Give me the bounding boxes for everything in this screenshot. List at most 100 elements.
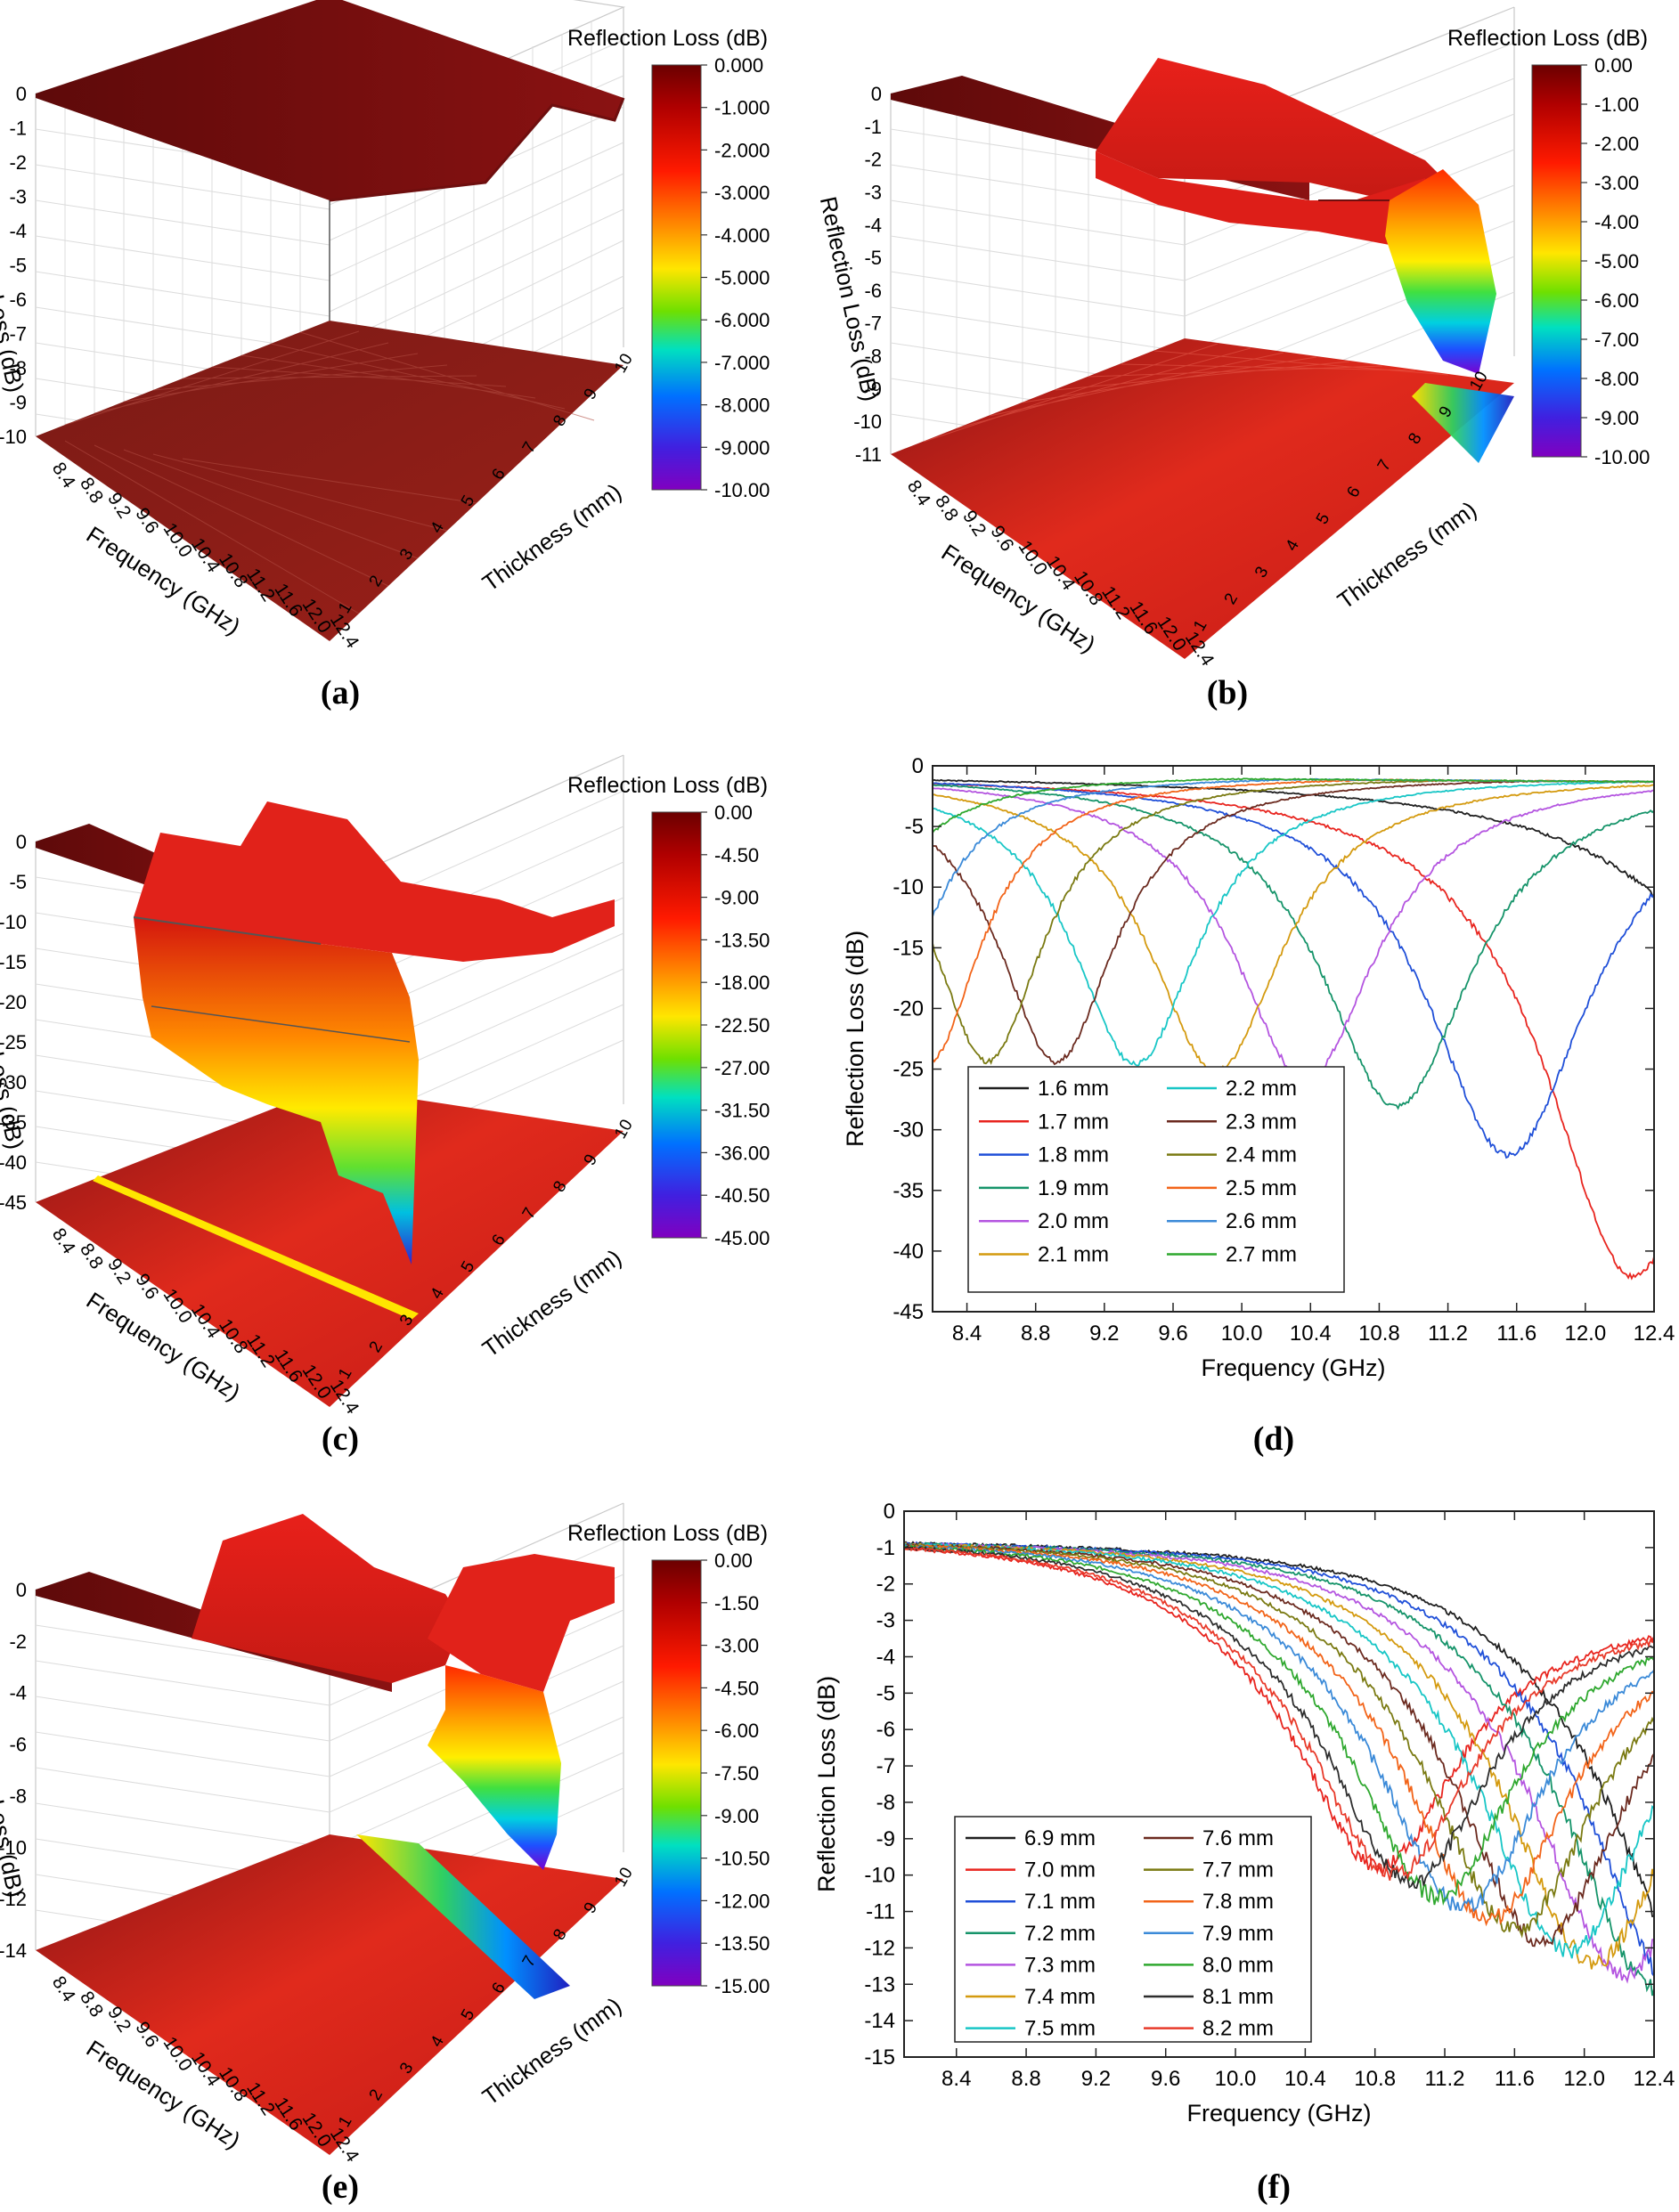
- legend-label: 7.3 mm: [1024, 1953, 1096, 1977]
- caption-b: (b): [1207, 674, 1248, 712]
- y-tick-label: 0: [884, 1500, 895, 1524]
- z-tick-label: -11: [855, 443, 882, 466]
- floor-dip-stripe: [1412, 383, 1514, 463]
- x-tick-label: 8.4: [952, 1322, 982, 1346]
- z-tick-label: -1: [9, 118, 27, 140]
- z-tick-label: -4: [9, 1682, 27, 1704]
- x-tick-label: 10.4: [1290, 1322, 1332, 1346]
- colorbar-title: Reflection Loss (dB): [1447, 26, 1648, 51]
- floor-projection: [891, 338, 1514, 659]
- y-tick-label: -10: [864, 1864, 895, 1888]
- panel-b-surface-plot: [890, 6, 1515, 659]
- colorbar-tick-label: -27.00: [714, 1057, 770, 1079]
- series-line-8.2mm: [903, 1545, 1655, 1881]
- x-tick-label: 10.8: [1358, 1322, 1400, 1346]
- legend-label: 8.0 mm: [1202, 1953, 1274, 1977]
- colorbar-tick-label: -7.000: [714, 352, 770, 374]
- colorbar-tick-label: -18.00: [714, 972, 770, 994]
- y-tick-label: -20: [892, 996, 924, 1021]
- legend-label: 2.2 mm: [1226, 1077, 1297, 1101]
- y-tick-label: -14: [864, 2009, 895, 2033]
- legend-label: 2.7 mm: [1226, 1243, 1297, 1267]
- z-tick-label: -8: [9, 1785, 27, 1807]
- legend-label: 7.4 mm: [1024, 1985, 1096, 2009]
- y-axis-label: Reflection Loss (dB): [842, 931, 868, 1147]
- y-tick-label: -10: [892, 875, 924, 899]
- surface-red-hump: [192, 1514, 463, 1683]
- series-line-2.7mm: [932, 777, 1655, 834]
- panel-c-colorbar: Reflection Loss (dB) 0.00 -4.50 -9.00 -13.50…: [567, 773, 770, 1249]
- colorbar-tick-label: -13.50: [714, 1932, 770, 1955]
- y-tick-label: -25: [892, 1058, 924, 1082]
- z-tick-label: -2: [9, 1631, 27, 1653]
- x-axis-label: Frequency (GHz): [1186, 2100, 1371, 2127]
- floor-grid: [923, 343, 1449, 443]
- colorbar-tick-label: -6.00: [1594, 289, 1639, 312]
- legend-label: 2.6 mm: [1226, 1209, 1297, 1233]
- y-tick-label: -15: [892, 936, 924, 960]
- frequency-tick-label: 8.4: [48, 1224, 79, 1257]
- x-tick-label: 12.0: [1563, 2067, 1605, 2091]
- z-tick-label: -8: [9, 357, 27, 379]
- panel-b-colorbar: Reflection Loss (dB) 0.00 -1.00 -2.00 -3.00 -…: [1447, 26, 1650, 468]
- caption-d: (d): [1253, 1420, 1294, 1458]
- floor-dip-stripe: [356, 1834, 570, 1999]
- z-tick-label: -6: [9, 1734, 27, 1756]
- colorbar-tick-label: -40.50: [714, 1184, 770, 1207]
- colorbar-tick-label: -10.50: [714, 1848, 770, 1870]
- legend-label: 7.5 mm: [1024, 2017, 1096, 2041]
- x-tick-label: 8.4: [941, 2067, 971, 2091]
- y-axis-label: Reflection Loss (dB): [813, 1676, 840, 1892]
- colorbar-title: Reflection Loss (dB): [567, 1521, 768, 1546]
- x-tick-label: 9.6: [1158, 1322, 1187, 1346]
- z-tick-label: -7: [9, 323, 27, 346]
- x-tick-label: 9.2: [1089, 1322, 1119, 1346]
- y-tick-label: -5: [905, 815, 924, 839]
- y-tick-label: -9: [876, 1827, 895, 1851]
- legend-label: 2.1 mm: [1038, 1243, 1109, 1267]
- z-tick-label: -3: [864, 181, 882, 203]
- colorbar-tick-label: -8.00: [1594, 368, 1639, 390]
- surface-red-hump: [1096, 58, 1443, 200]
- z-tick-label: -5: [864, 247, 882, 269]
- z-tick-label: -5: [9, 871, 27, 893]
- series-line-2.3mm: [933, 779, 1654, 1066]
- frequency-tick-label: 8.4: [48, 1972, 79, 2005]
- colorbar-tick-label: -9.00: [714, 887, 759, 909]
- z-tick-label: -10: [0, 426, 27, 448]
- z-tick-label: -35: [0, 1111, 27, 1134]
- colorbar-tick-label: -9.00: [714, 1805, 759, 1827]
- y-tick-label: -8: [876, 1791, 895, 1815]
- y-tick-label: -12: [864, 1936, 895, 1960]
- panel-c-surface-plot: [35, 754, 624, 1407]
- z-tick-label: 0: [16, 83, 27, 105]
- legend-label: 7.8 mm: [1202, 1890, 1274, 1914]
- colorbar-tick-label: -31.50: [714, 1100, 770, 1122]
- colorbar-tick-label: -6.000: [714, 309, 770, 331]
- legend-label: 1.8 mm: [1038, 1143, 1109, 1167]
- caption-e: (e): [322, 2168, 359, 2206]
- colorbar-gradient: [651, 1559, 702, 1987]
- z-tick-label: -3: [9, 186, 27, 208]
- series-line-2.0mm: [932, 786, 1654, 1083]
- colorbar-tick-label: -10.00: [714, 479, 770, 501]
- colorbar-tick-label: 0.00: [714, 1549, 753, 1572]
- z-tick-label: -8: [864, 346, 882, 368]
- legend-label: 7.2 mm: [1024, 1922, 1096, 1946]
- colorbar-tick-label: -13.50: [714, 929, 770, 951]
- colorbar-title: Reflection Loss (dB): [567, 773, 768, 798]
- colorbar-title: Reflection Loss (dB): [567, 26, 768, 51]
- z-tick-label: 0: [16, 1579, 27, 1601]
- series-line-8.0mm: [903, 1544, 1655, 1907]
- colorbar-tick-label: -12.00: [714, 1890, 770, 1912]
- legend-box: [967, 1066, 1345, 1293]
- thickness-axis-label: Thickness (mm): [477, 1244, 626, 1362]
- colorbar-tick-label: -5.000: [714, 267, 770, 289]
- panel-d-line-chart: 8.4 8.8 9.2 9.6 10.0 10.4 10.8 11.2 11.6 12.0 12.4…: [842, 754, 1675, 1381]
- colorbar-tick-label: -4.50: [714, 844, 759, 866]
- y-tick-label: 0: [912, 754, 924, 778]
- thickness-axis-label: Thickness (mm): [477, 1992, 626, 2110]
- colorbar-tick-label: -1.50: [714, 1592, 759, 1614]
- colorbar-tick-label: -22.50: [714, 1014, 770, 1037]
- x-tick-label: 12.0: [1564, 1322, 1606, 1346]
